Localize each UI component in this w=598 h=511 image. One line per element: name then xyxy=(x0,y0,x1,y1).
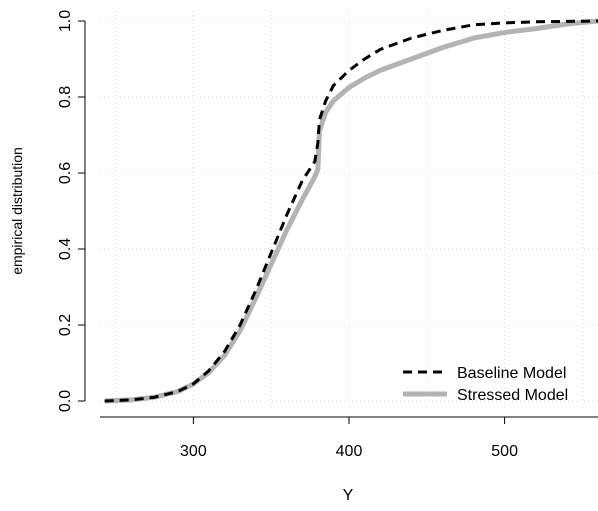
x-tick-label: 300 xyxy=(180,443,207,460)
series-line-stressed xyxy=(104,18,598,404)
y-tick-label: 0.4 xyxy=(57,238,74,260)
y-tick-label: 0.2 xyxy=(57,314,74,336)
legend-label-baseline: Baseline Model xyxy=(457,365,566,382)
y-tick-label: 0.0 xyxy=(57,390,74,412)
x-axis-label: Y xyxy=(343,487,354,504)
y-tick-label: 0.6 xyxy=(57,162,74,184)
x-tick-label: 400 xyxy=(336,443,363,460)
series-line-baseline xyxy=(104,19,598,403)
y-axis-label: empirical distribution xyxy=(9,147,25,275)
x-tick-label: 500 xyxy=(491,443,518,460)
grid-layer xyxy=(100,11,598,411)
y-tick-label: 0.8 xyxy=(57,86,74,108)
axis-layer: 300 400 500 0.0 0.2 0.4 0.6 0.8 1.0 xyxy=(57,10,598,460)
series-layer xyxy=(104,18,598,404)
y-tick-label: 1.0 xyxy=(57,10,74,32)
legend-label-stressed: Stressed Model xyxy=(457,387,568,404)
legend: Baseline Model Stressed Model xyxy=(403,365,568,404)
